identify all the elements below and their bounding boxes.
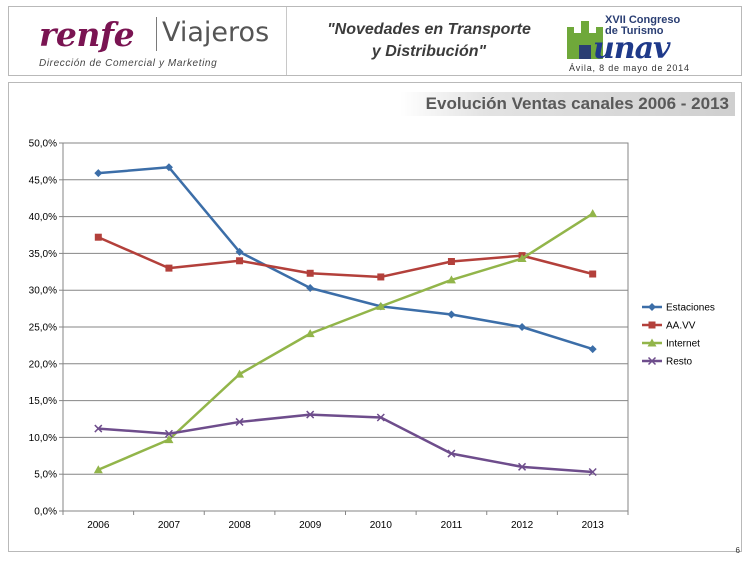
data-point-estaciones — [94, 169, 103, 178]
data-point-resto — [447, 449, 456, 458]
series-line-aa-vv — [97, 236, 594, 279]
x-tick-label: 2009 — [299, 520, 322, 531]
legend-label-estaciones: Estaciones — [666, 303, 715, 314]
x-tick-label: 2013 — [582, 520, 605, 531]
brand-subtitle: Viajeros — [162, 17, 270, 48]
legend-label-resto: Resto — [666, 357, 693, 368]
data-point-estaciones — [306, 283, 315, 292]
chart-title: Evolución Ventas canales 2006 - 2013 — [400, 92, 735, 116]
data-point-estaciones — [447, 310, 456, 319]
event-title-line-2: y Distribución" — [371, 43, 487, 60]
x-tick-label: 2011 — [441, 520, 463, 531]
y-tick-label: 40,0% — [29, 212, 57, 223]
y-tick-label: 50,0% — [29, 139, 57, 150]
data-point-estaciones — [164, 163, 173, 172]
x-tick-label: 2006 — [87, 520, 110, 531]
y-tick-label: 10,0% — [29, 433, 57, 444]
brand-panel: renfe Viajeros Dirección de Comercial y … — [9, 7, 287, 75]
legend-marker-resto — [647, 356, 657, 366]
congress-name: XVII Congreso de Turismo — [605, 14, 681, 37]
series-line-resto — [98, 413, 593, 474]
renfe-logo: renfe — [39, 15, 135, 54]
x-tick-label: 2007 — [158, 520, 181, 531]
data-point-aa-vv — [589, 270, 597, 278]
y-tick-label: 30,0% — [29, 286, 57, 297]
data-point-resto — [588, 467, 597, 477]
congress-logo: XVII Congreso de Turismo unav Ávila, 8 d… — [565, 14, 695, 73]
logo-divider — [156, 17, 157, 51]
data-point-estaciones — [235, 247, 244, 256]
series-line-internet — [97, 212, 594, 471]
data-point-resto — [376, 413, 385, 422]
event-title: "Novedades en Transporte y Distribución" — [294, 19, 564, 63]
data-point-aa-vv — [165, 264, 173, 272]
y-tick-label: 45,0% — [29, 175, 57, 186]
y-tick-label: 25,0% — [29, 323, 57, 334]
data-point-aa-vv — [236, 257, 244, 265]
data-point-aa-vv — [94, 233, 102, 241]
city-wall-icon — [567, 21, 603, 59]
y-tick-label: 20,0% — [29, 359, 57, 370]
data-point-estaciones — [588, 345, 597, 354]
legend-marker-aa-vv — [648, 321, 656, 329]
slide-header: renfe Viajeros Dirección de Comercial y … — [8, 6, 742, 76]
data-point-internet — [164, 435, 174, 444]
brand-tagline: Dirección de Comercial y Marketing — [39, 58, 218, 69]
data-point-aa-vv — [447, 257, 455, 265]
legend-marker-internet — [647, 338, 657, 347]
data-point-resto — [94, 424, 103, 433]
data-point-internet — [446, 275, 456, 284]
data-point-resto — [235, 417, 244, 426]
data-point-aa-vv — [377, 273, 385, 281]
x-tick-label: 2012 — [511, 520, 534, 531]
legend-marker-estaciones — [648, 303, 656, 311]
data-point-internet — [588, 209, 598, 218]
legend-label-internet: Internet — [666, 339, 700, 350]
page-number: 6 — [735, 546, 740, 555]
legend-label-aa-vv: AA.VV — [666, 321, 696, 332]
y-tick-label: 15,0% — [29, 396, 57, 407]
data-point-aa-vv — [306, 269, 314, 277]
data-point-resto — [518, 462, 527, 471]
data-point-resto — [306, 410, 315, 419]
data-point-internet — [517, 254, 527, 263]
x-tick-label: 2010 — [370, 520, 393, 531]
series-line-estaciones — [98, 166, 594, 351]
data-point-internet — [376, 301, 386, 310]
data-point-internet — [305, 329, 315, 338]
data-point-resto — [164, 429, 173, 438]
unav-logo: unav — [593, 31, 670, 66]
data-point-internet — [93, 465, 103, 474]
x-tick-label: 2008 — [228, 520, 251, 531]
data-point-estaciones — [518, 323, 527, 331]
data-point-internet — [235, 369, 245, 378]
y-tick-label: 35,0% — [29, 249, 57, 260]
y-tick-label: 0,0% — [34, 507, 57, 518]
chart-frame — [8, 82, 742, 552]
event-date: Ávila, 8 de mayo de 2014 — [569, 63, 690, 73]
event-title-line-1: "Novedades en Transporte — [327, 21, 531, 38]
y-tick-label: 5,0% — [34, 470, 57, 481]
